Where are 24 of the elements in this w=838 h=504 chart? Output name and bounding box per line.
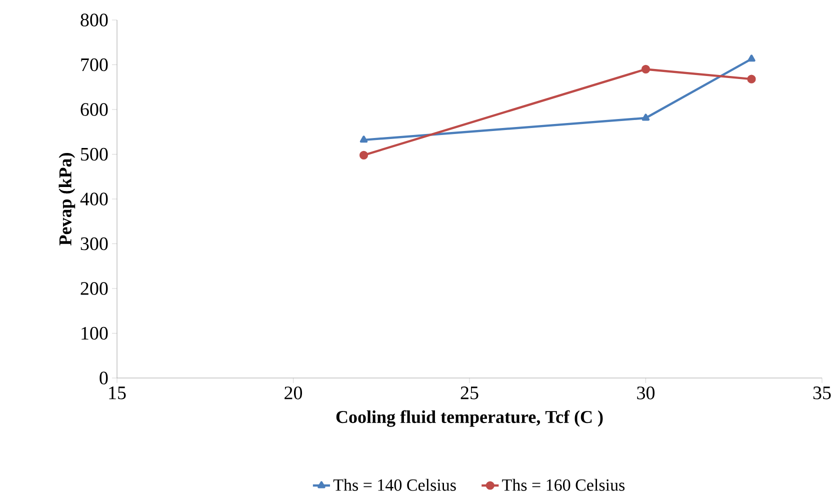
point <box>360 136 368 143</box>
legend-label: Ths = 160 Celsius <box>502 478 625 491</box>
y-tick-label: 800 <box>80 14 108 26</box>
point <box>642 114 650 121</box>
x-tick-label: 35 <box>813 386 831 400</box>
point <box>748 54 756 62</box>
legend-label: Ths = 140 Celsius <box>333 478 456 491</box>
x-tick-label: 30 <box>637 386 655 400</box>
x-tick-label: 15 <box>109 386 126 400</box>
point <box>747 74 756 84</box>
y-tick-label: 100 <box>82 326 108 340</box>
y-tick-label: 600 <box>80 103 108 116</box>
y-tick-label: 200 <box>80 282 108 295</box>
y-tick-label: 300 <box>80 237 108 250</box>
point <box>641 64 650 74</box>
point <box>359 150 368 160</box>
y-tick-label: 700 <box>81 58 108 72</box>
x-tick-label: 25 <box>460 386 478 400</box>
x-axis-title: Cooling fluid temperature, Tcf (C ) <box>336 410 603 427</box>
y-tick-label: 0 <box>100 372 108 384</box>
x-tick-label: 20 <box>284 386 302 400</box>
y-tick-label: 500 <box>81 148 108 161</box>
y-axis-title: Pevap (kPa) <box>58 153 76 246</box>
y-tick-label: 400 <box>80 192 108 206</box>
